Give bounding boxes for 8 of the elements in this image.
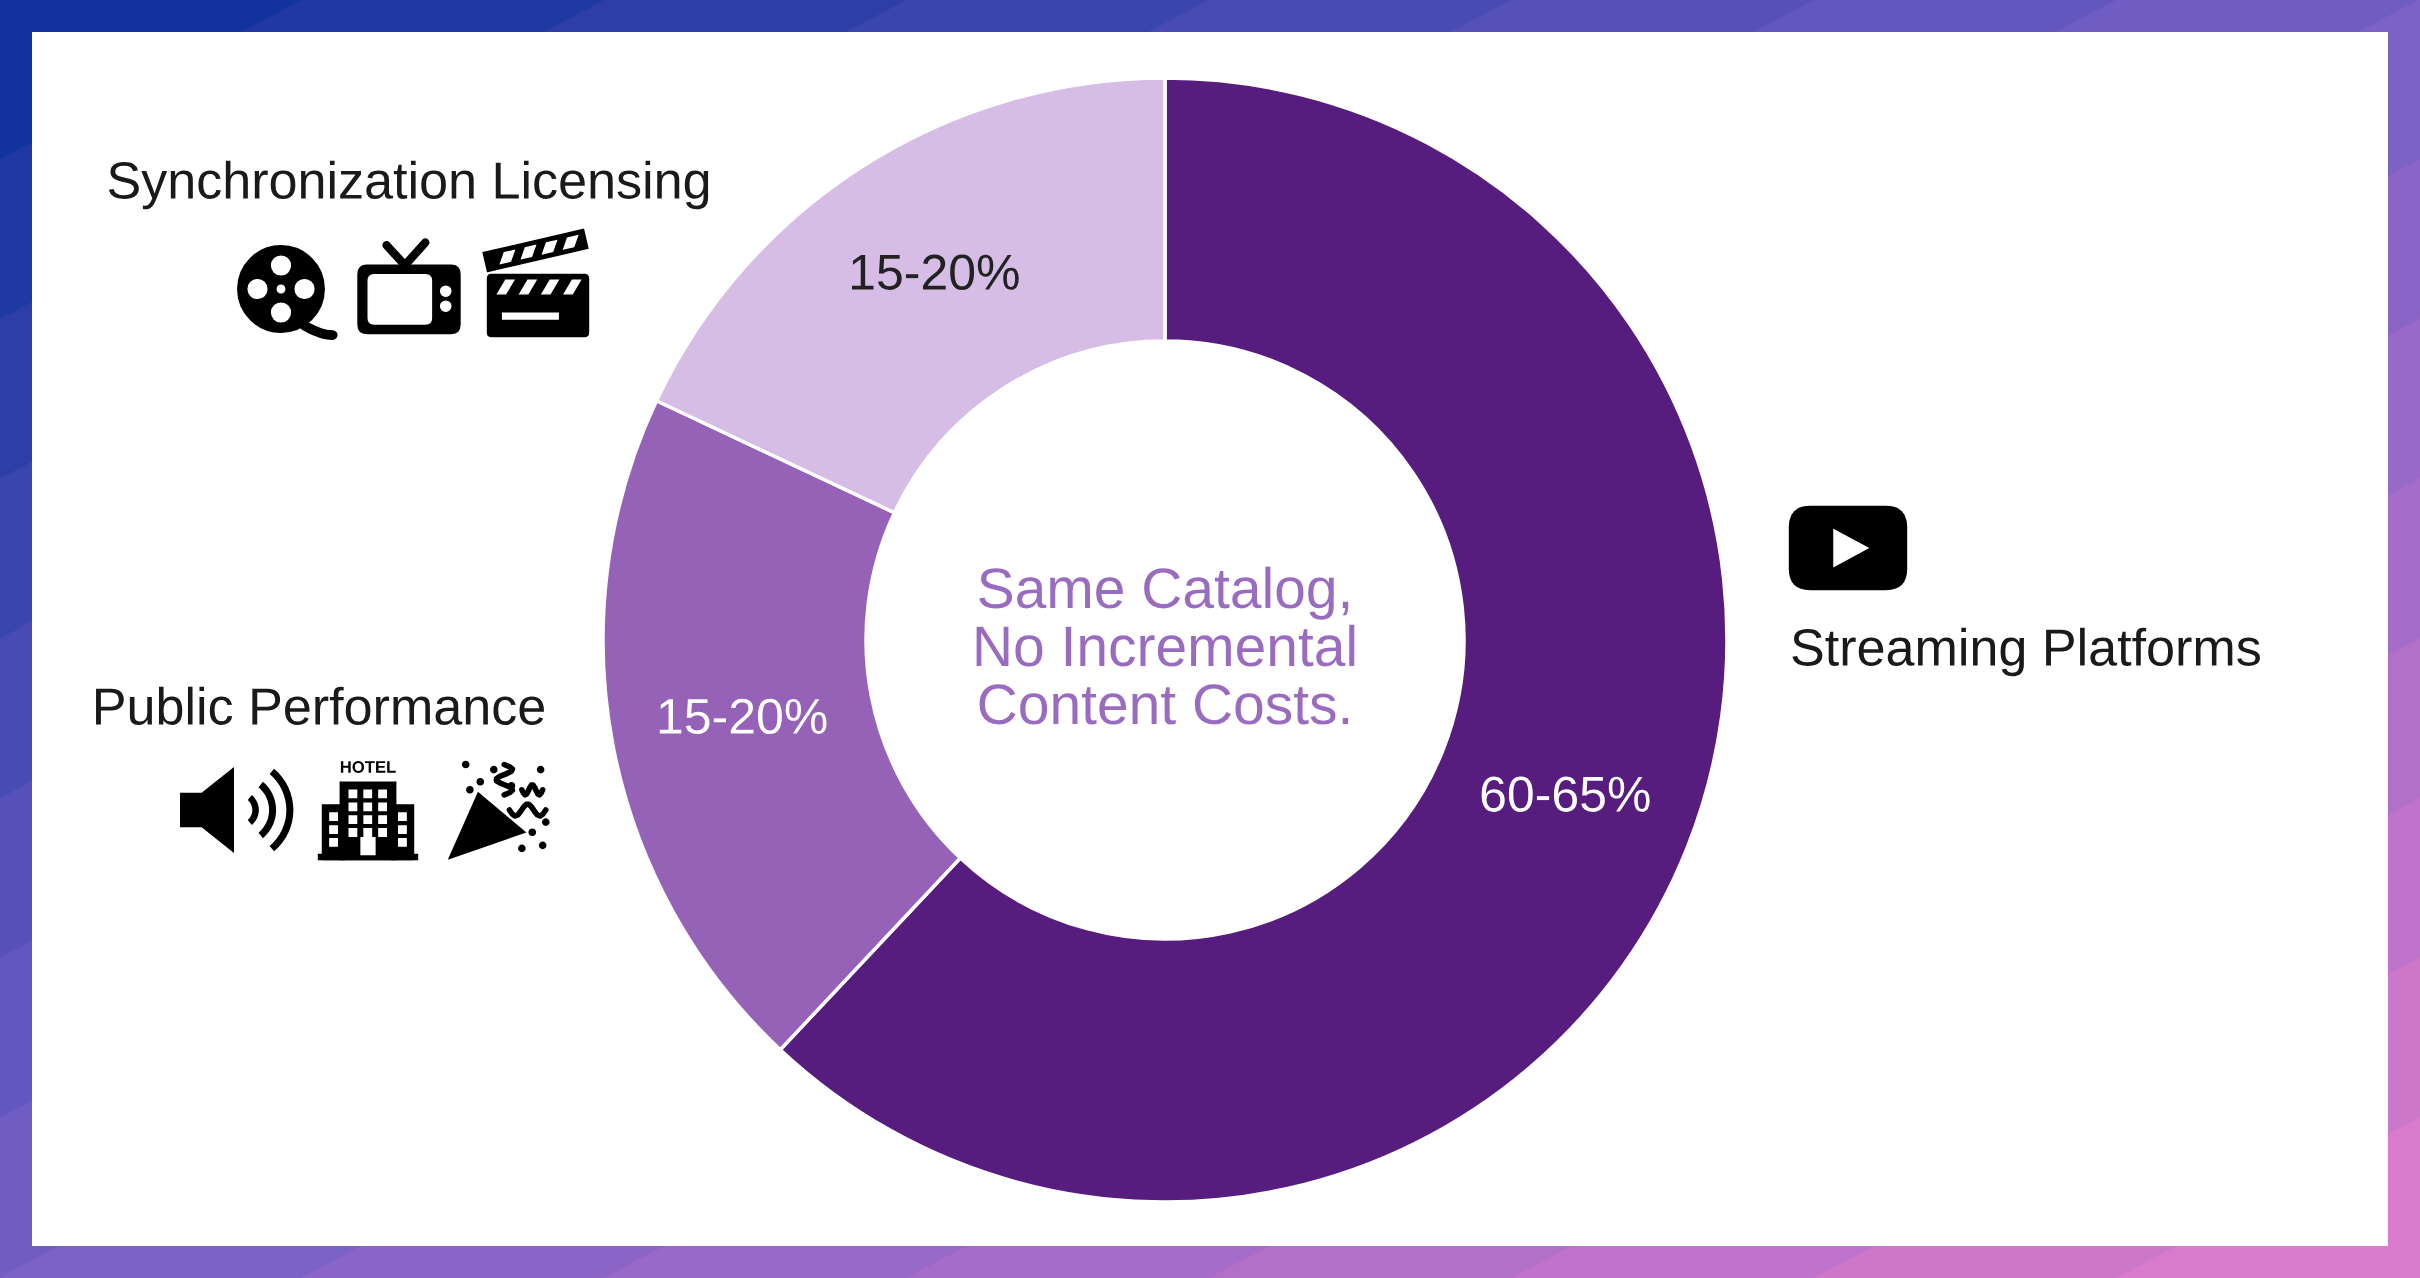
slice-label: Synchronization Licensing <box>108 160 709 210</box>
text: Same Catalog, No Incremental Content Costs. <box>976 566 1355 725</box>
text: 15-20% <box>851 254 1019 290</box>
text: 15-20% <box>659 698 827 735</box>
text: HOTEL <box>340 761 396 773</box>
slice-label: Streaming Platforms <box>1792 627 2260 677</box>
slice-label: Public Performance <box>96 686 544 725</box>
text: 60-65% <box>1481 776 1650 812</box>
